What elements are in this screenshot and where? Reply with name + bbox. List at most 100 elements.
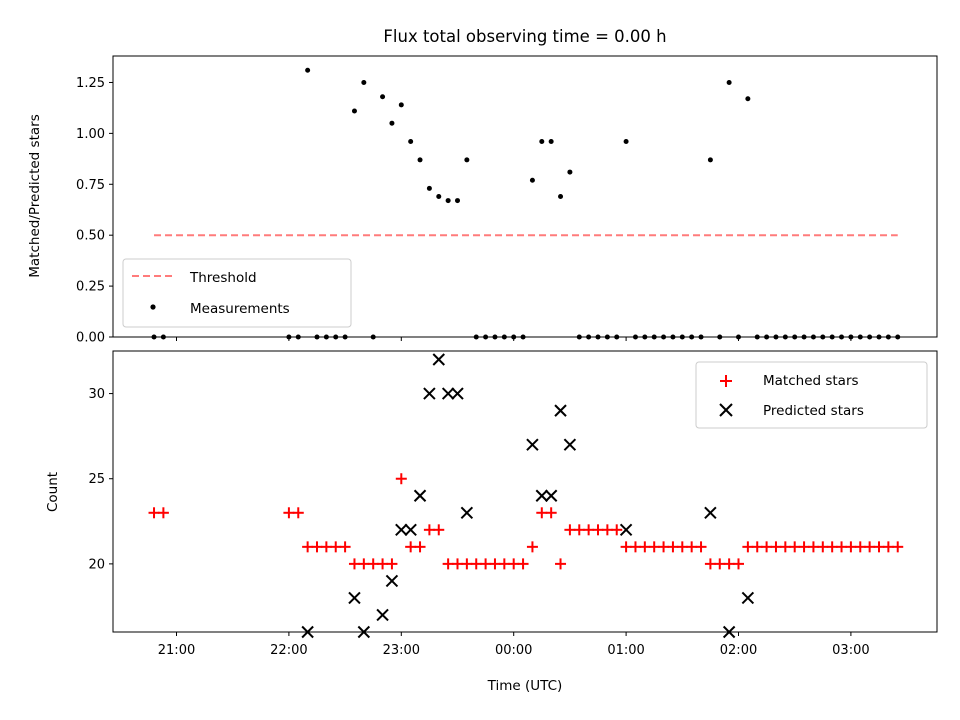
matched-stars-marker	[583, 524, 595, 536]
matched-stars-marker	[798, 541, 810, 553]
matched-stars-marker	[648, 541, 660, 553]
measurement-point	[417, 157, 423, 163]
matched-stars-marker	[770, 541, 782, 553]
matched-stars-legend-swatch	[720, 375, 732, 387]
matched-stars-marker	[348, 558, 360, 570]
matched-stars-marker	[564, 524, 576, 536]
predicted-stars-marker	[535, 489, 549, 502]
measurement-point	[436, 194, 442, 199]
predicted-stars-legend-label: Predicted stars	[763, 403, 864, 419]
predicted-stars-marker	[563, 438, 577, 451]
predicted-stars-marker	[704, 506, 717, 519]
bottom-legend-box	[695, 361, 928, 429]
matched-stars-marker	[423, 524, 435, 536]
matched-stars-marker	[157, 507, 169, 519]
measurements-legend-label: Measurements	[190, 301, 290, 317]
matched-stars-marker	[723, 558, 735, 570]
measurement-point	[408, 139, 414, 145]
x-tick-label: 02:00	[720, 643, 757, 658]
matched-stars-marker	[873, 541, 885, 553]
top-panel: 0.00 0.25 0.50 0.75 1.00 1.25	[76, 67, 901, 346]
matched-stars-marker	[480, 558, 492, 570]
top-axes-frame	[112, 55, 938, 338]
measurement-point	[623, 139, 629, 145]
bottom-panel: 20 25 30 21:00 22:00 23:00 00:00 01:00 02:00 03:0…	[88, 353, 904, 658]
bottom-y-axis-label: Count	[45, 472, 61, 512]
matched-stars-marker	[779, 541, 791, 553]
matched-stars-marker	[667, 541, 679, 553]
predicted-stars-marker	[554, 404, 567, 417]
measurement-point	[305, 67, 311, 73]
predicted-stars-marker	[526, 438, 539, 451]
matched-stars-marker	[658, 541, 670, 553]
matched-stars-marker	[695, 541, 707, 553]
matched-stars-marker	[545, 507, 557, 519]
matched-stars-marker	[704, 558, 716, 570]
matched-stars-marker	[817, 541, 829, 553]
measurement-point	[707, 157, 713, 163]
matched-stars-marker	[629, 541, 641, 553]
x-tick-label: 23:00	[383, 643, 420, 658]
measurement-point	[398, 102, 404, 108]
x-tick-label: 00:00	[495, 643, 532, 658]
matched-stars-marker	[676, 541, 688, 553]
matched-stars-marker	[751, 541, 763, 553]
predicted-stars-marker	[385, 574, 399, 588]
predicted-stars-marker	[376, 608, 389, 622]
matched-stars-marker	[148, 507, 160, 519]
matched-stars-marker	[311, 541, 323, 553]
predicted-stars-marker	[413, 489, 427, 502]
measurement-point	[426, 185, 432, 191]
matched-stars-marker	[742, 541, 754, 553]
x-tick-label: 21:00	[158, 643, 195, 658]
matched-stars-marker	[386, 558, 398, 570]
matched-stars-marker	[592, 524, 604, 536]
top-y-axis-label: Matched/Predicted stars	[27, 114, 43, 277]
measurement-point	[745, 96, 751, 102]
predicted-stars-marker	[395, 523, 408, 537]
matched-stars-marker	[405, 541, 417, 553]
matched-stars-marker	[864, 541, 876, 553]
matched-stars-marker	[807, 541, 819, 553]
measurement-point	[548, 139, 554, 145]
matched-stars-marker	[470, 558, 482, 570]
matched-stars-marker	[555, 558, 567, 570]
matched-stars-marker	[826, 541, 838, 553]
measurement-point	[726, 79, 732, 85]
matched-stars-marker	[330, 541, 342, 553]
matched-stars-marker	[498, 558, 510, 570]
matched-stars-marker	[433, 524, 445, 536]
matched-stars-marker	[358, 558, 370, 570]
matched-stars-marker	[882, 541, 894, 553]
measurement-point	[445, 198, 451, 204]
matched-stars-marker	[320, 541, 332, 553]
matched-stars-marker	[377, 558, 389, 570]
predicted-stars-marker	[544, 489, 558, 502]
predicted-stars-marker	[404, 523, 417, 537]
matched-stars-marker	[452, 558, 463, 570]
matched-stars-marker	[302, 541, 314, 553]
top-legend: Threshold Measurements	[122, 258, 352, 328]
measurement-point	[380, 94, 386, 100]
matched-stars-marker	[733, 558, 744, 570]
matched-stars-legend-label: Matched stars	[763, 373, 859, 389]
matched-stars-marker	[367, 558, 379, 570]
predicted-stars-marker	[619, 523, 633, 537]
matched-stars-marker	[789, 541, 801, 553]
matched-stars-marker	[517, 558, 529, 570]
bottom-y-tick-label: 20	[88, 557, 105, 572]
top-y-tick-label: 0.75	[76, 178, 105, 193]
threshold-legend-label: Threshold	[189, 270, 257, 286]
matched-stars-marker	[714, 558, 726, 570]
matched-stars-marker	[442, 558, 454, 570]
bottom-y-tick-label: 30	[88, 387, 105, 402]
measurements-legend-swatch	[150, 304, 156, 310]
matched-stars-marker	[536, 507, 548, 519]
predicted-stars-legend-swatch	[719, 403, 733, 417]
matched-stars-marker	[601, 524, 613, 536]
bottom-legend: Matched stars Predicted stars	[695, 361, 928, 429]
matched-stars-marker	[414, 541, 426, 553]
top-chart-title: Flux total observing time = 0.00 h	[383, 27, 666, 46]
